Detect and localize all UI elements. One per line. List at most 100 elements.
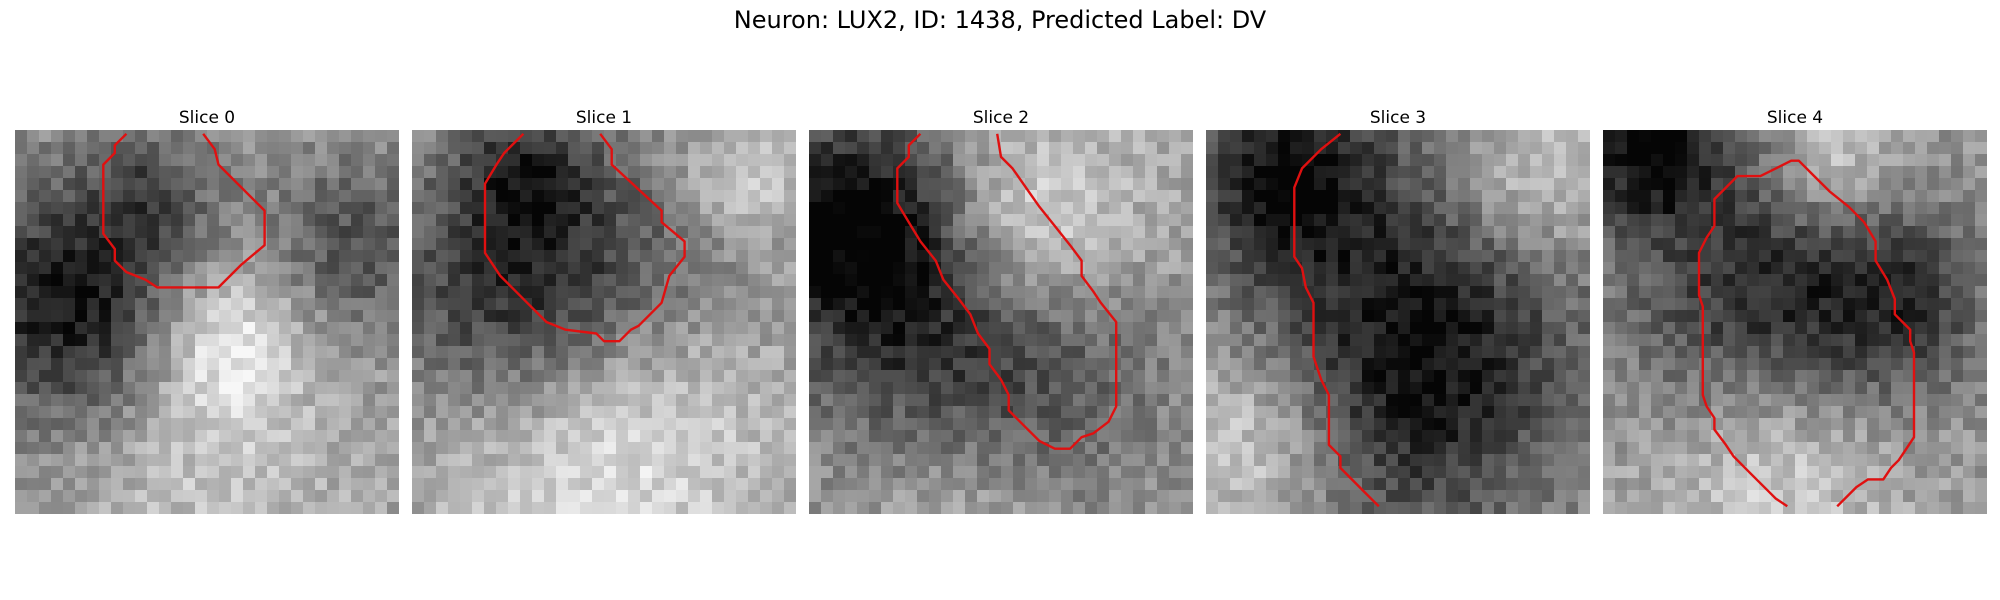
pixel-cell: [1326, 250, 1339, 263]
pixel-cell: [953, 370, 966, 383]
pixel-cell: [1843, 178, 1856, 191]
pixel-cell: [363, 226, 376, 239]
pixel-cell: [532, 490, 545, 503]
pixel-cell: [243, 202, 256, 215]
pixel-cell: [1025, 166, 1038, 179]
pixel-cell: [1687, 322, 1700, 335]
pixel-cell: [568, 238, 581, 251]
pixel-cell: [387, 178, 399, 191]
pixel-cell: [1218, 214, 1231, 227]
pixel-cell: [1013, 142, 1026, 155]
pixel-cell: [1386, 154, 1399, 167]
pixel-cell: [412, 142, 425, 155]
pixel-cell: [833, 346, 846, 359]
pixel-cell: [51, 238, 64, 251]
pixel-cell: [712, 406, 725, 419]
pixel-cell: [893, 214, 906, 227]
pixel-cell: [267, 214, 280, 227]
pixel-cell: [484, 418, 497, 431]
pixel-cell: [616, 154, 629, 167]
pixel-cell: [207, 274, 220, 287]
pixel-cell: [1723, 274, 1736, 287]
pixel-cell: [1109, 430, 1122, 443]
pixel-cell: [1206, 478, 1219, 491]
pixel-cell: [424, 226, 437, 239]
pixel-cell: [111, 322, 124, 335]
pixel-cell: [1843, 334, 1856, 347]
pixel-cell: [857, 262, 870, 275]
pixel-cell: [339, 154, 352, 167]
pixel-cell: [1025, 466, 1038, 479]
pixel-cell: [375, 202, 388, 215]
pixel-cell: [917, 454, 930, 467]
pixel-cell: [1566, 238, 1579, 251]
pixel-cell: [1518, 382, 1531, 395]
pixel-cell: [1362, 286, 1375, 299]
pixel-cell: [1314, 418, 1327, 431]
pixel-cell: [1278, 190, 1291, 203]
pixel-cell: [676, 502, 689, 514]
pixel-cell: [123, 406, 136, 419]
pixel-cell: [1530, 466, 1543, 479]
pixel-cell: [532, 310, 545, 323]
pixel-cell: [1266, 334, 1279, 347]
pixel-cell: [1530, 406, 1543, 419]
pixel-cell: [1061, 262, 1074, 275]
pixel-cell: [1446, 490, 1459, 503]
pixel-cell: [412, 298, 425, 311]
pixel-cell: [568, 214, 581, 227]
pixel-cell: [1169, 250, 1182, 263]
pixel-cell: [1121, 502, 1134, 514]
pixel-cell: [809, 190, 822, 203]
pixel-cell: [1001, 430, 1014, 443]
pixel-cell: [1374, 154, 1387, 167]
pixel-cell: [183, 166, 196, 179]
pixel-cell: [472, 454, 485, 467]
pixel-cell: [592, 238, 605, 251]
pixel-cell: [147, 382, 160, 395]
pixel-cell: [412, 274, 425, 287]
pixel-cell: [1338, 274, 1351, 287]
pixel-cell: [544, 382, 557, 395]
pixel-cell: [1025, 478, 1038, 491]
pixel-cell: [1578, 430, 1590, 443]
pixel-cell: [1181, 178, 1193, 191]
pixel-cell: [1097, 262, 1110, 275]
pixel-cell: [604, 178, 617, 191]
pixel-cell: [1506, 214, 1519, 227]
pixel-cell: [640, 298, 653, 311]
pixel-cell: [592, 226, 605, 239]
pixel-cell: [1206, 358, 1219, 371]
pixel-cell: [1362, 454, 1375, 467]
pixel-cell: [712, 154, 725, 167]
pixel-cell: [207, 190, 220, 203]
pixel-cell: [436, 394, 449, 407]
pixel-cell: [652, 274, 665, 287]
pixel-cell: [1338, 238, 1351, 251]
pixel-cell: [448, 334, 461, 347]
pixel-cell: [171, 310, 184, 323]
pixel-cell: [893, 190, 906, 203]
pixel-cell: [1639, 250, 1652, 263]
pixel-cell: [821, 274, 834, 287]
pixel-cell: [448, 166, 461, 179]
pixel-cell: [1807, 274, 1820, 287]
pixel-cell: [520, 130, 533, 143]
pixel-cell: [207, 310, 220, 323]
pixel-cell: [99, 442, 112, 455]
pixel-cell: [700, 226, 713, 239]
pixel-cell: [1855, 274, 1868, 287]
pixel-cell: [580, 226, 593, 239]
pixel-cell: [63, 466, 76, 479]
pixel-cell: [1663, 430, 1676, 443]
pixel-cell: [387, 382, 399, 395]
pixel-cell: [351, 202, 364, 215]
pixel-cell: [544, 262, 557, 275]
pixel-cell: [99, 322, 112, 335]
pixel-cell: [1446, 298, 1459, 311]
pixel-cell: [387, 154, 399, 167]
pixel-cell: [147, 418, 160, 431]
pixel-cell: [1470, 250, 1483, 263]
pixel-cell: [1109, 418, 1122, 431]
pixel-cell: [339, 502, 352, 514]
